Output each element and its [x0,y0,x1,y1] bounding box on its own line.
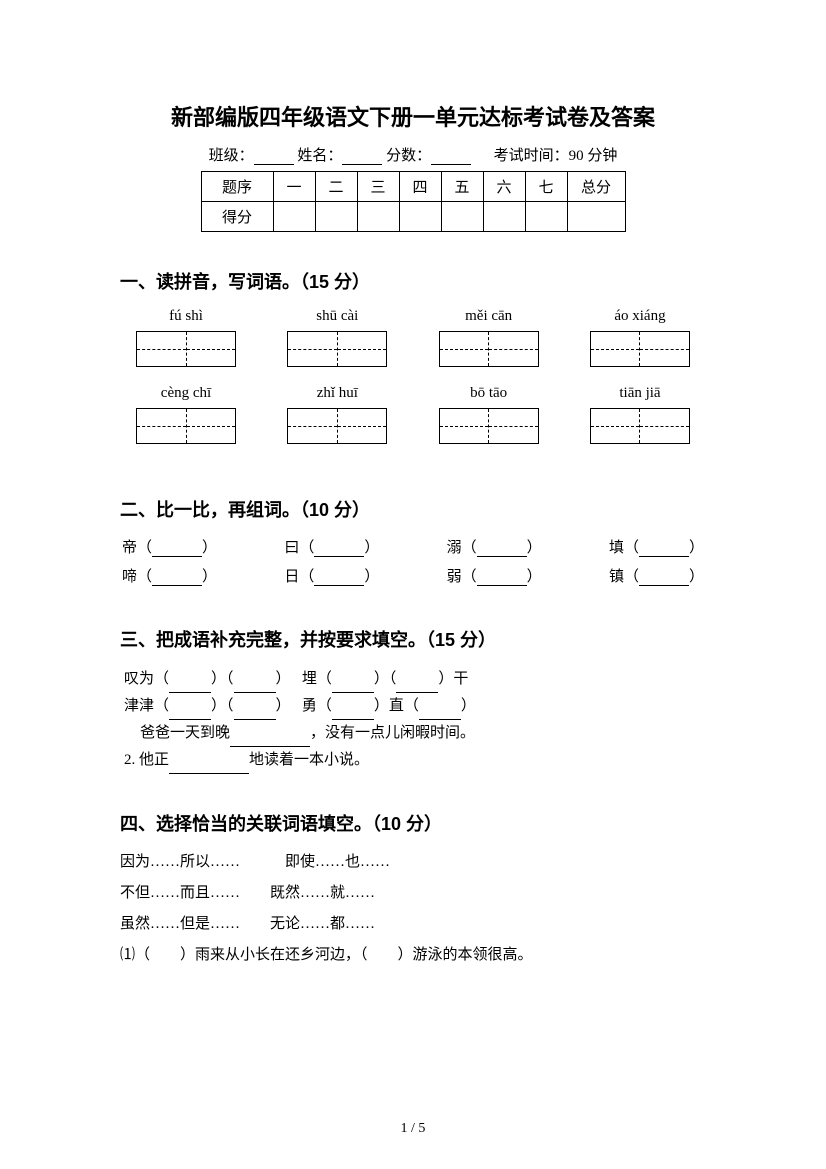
sentence-line: 爸爸一天到晚 ，没有一点儿闲暇时间。 [124,720,706,747]
score-table: 题序 一 二 三 四 五 六 七 总分 得分 [201,171,626,232]
idiom-blank[interactable] [419,706,461,720]
pinyin-label: zhǐ huī [277,385,397,402]
fill-blank[interactable] [230,733,310,747]
score-cell[interactable] [273,202,315,232]
char-input-box[interactable] [439,331,539,367]
idiom-line: 叹为（）（） 埋（）（）干 [124,666,706,693]
pair-row: 啼（） 日（） 弱（） 镇（） [120,565,706,586]
th-3: 三 [357,172,399,202]
char-label: 弱 [447,569,462,585]
score-cell[interactable] [483,202,525,232]
text: 埋 [302,671,317,687]
text: 叹为 [124,671,154,687]
pinyin-label: áo xiáng [580,308,700,325]
th-total: 总分 [567,172,625,202]
pinyin-label: shū cài [277,308,397,325]
char-input-box[interactable] [287,408,387,444]
char-label: 啼 [122,569,137,585]
text: 干 [453,671,468,687]
text: 勇 [302,698,317,714]
text: ，没有一点儿闲暇时间。 [310,725,475,741]
char-input-box[interactable] [136,408,236,444]
fill-blank[interactable] [169,760,249,774]
word-blank[interactable] [314,543,364,557]
meta-line: 班级： 姓名： 分数： 考试时间：90 分钟 [120,144,706,165]
class-label: 班级： [209,148,254,164]
score-blank[interactable] [431,149,471,165]
idiom-blank[interactable] [234,679,276,693]
conj-options: 不但……而且…… 既然……就…… [120,881,706,902]
char-input-box[interactable] [287,331,387,367]
word-blank[interactable] [477,572,527,586]
char-input-box[interactable] [590,408,690,444]
idiom-blank[interactable] [234,706,276,720]
td-score-label: 得分 [201,202,273,232]
th-5: 五 [441,172,483,202]
th-7: 七 [525,172,567,202]
score-label: 分数： [386,148,431,164]
char-label: 填 [609,540,624,556]
conj-options: 虽然……但是…… 无论……都…… [120,912,706,933]
pinyin-label: bō tāo [429,385,549,402]
char-label: 镇 [609,569,624,585]
char-label: 溺 [447,540,462,556]
th-4: 四 [399,172,441,202]
text: 2. 他正 [124,752,169,768]
section-4-head: 四、选择恰当的关联词语填空。（10 分） [120,810,706,836]
pinyin-label: cèng chī [126,385,246,402]
pinyin-row-1: fú shì shū cài měi cān áo xiáng [120,308,706,379]
idiom-line: 津津（）（） 勇（）直（） [124,693,706,720]
char-input-box[interactable] [439,408,539,444]
text: 直 [389,698,404,714]
char-label: 曰 [284,540,299,556]
conj-question: ⑴（ ）雨来从小长在还乡河边，（ ）游泳的本领很高。 [120,943,706,964]
conj-options: 因为……所以…… 即使……也…… [120,850,706,871]
table-row-header: 题序 一 二 三 四 五 六 七 总分 [201,172,625,202]
word-blank[interactable] [152,543,202,557]
th-order: 题序 [201,172,273,202]
char-input-box[interactable] [136,331,236,367]
table-row-score: 得分 [201,202,625,232]
score-cell[interactable] [315,202,357,232]
th-2: 二 [315,172,357,202]
score-cell[interactable] [357,202,399,232]
idiom-blank[interactable] [332,706,374,720]
text: 地读着一本小说。 [249,752,369,768]
idiom-blank[interactable] [169,679,211,693]
char-input-box[interactable] [590,331,690,367]
idiom-blank[interactable] [396,679,438,693]
text: 爸爸一天到晚 [140,725,230,741]
word-blank[interactable] [639,572,689,586]
pinyin-label: tiān jiā [580,385,700,402]
th-1: 一 [273,172,315,202]
char-label: 帝 [122,540,137,556]
pinyin-label: měi cān [429,308,549,325]
score-cell[interactable] [525,202,567,232]
score-cell[interactable] [567,202,625,232]
char-label: 日 [284,569,299,585]
class-blank[interactable] [254,149,294,165]
pinyin-row-2: cèng chī zhǐ huī bō tāo tiān jiā [120,385,706,456]
pair-row: 帝（） 曰（） 溺（） 填（） [120,536,706,557]
idiom-blank[interactable] [169,706,211,720]
sentence-line: 2. 他正 地读着一本小说。 [124,747,706,774]
name-label: 姓名： [297,148,342,164]
word-blank[interactable] [477,543,527,557]
score-cell[interactable] [399,202,441,232]
word-blank[interactable] [639,543,689,557]
pinyin-label: fú shì [126,308,246,325]
section-1-head: 一、读拼音，写词语。（15 分） [120,268,706,294]
section-2-head: 二、比一比，再组词。（10 分） [120,496,706,522]
word-blank[interactable] [314,572,364,586]
page-title: 新部编版四年级语文下册一单元达标考试卷及答案 [120,100,706,132]
text: 津津 [124,698,154,714]
th-6: 六 [483,172,525,202]
idiom-blank[interactable] [332,679,374,693]
name-blank[interactable] [342,149,382,165]
time-label: 考试时间：90 分钟 [494,148,618,164]
page-number: 1 / 5 [0,1121,826,1137]
score-cell[interactable] [441,202,483,232]
section-3-head: 三、把成语补充完整，并按要求填空。（15 分） [120,626,706,652]
word-blank[interactable] [152,572,202,586]
